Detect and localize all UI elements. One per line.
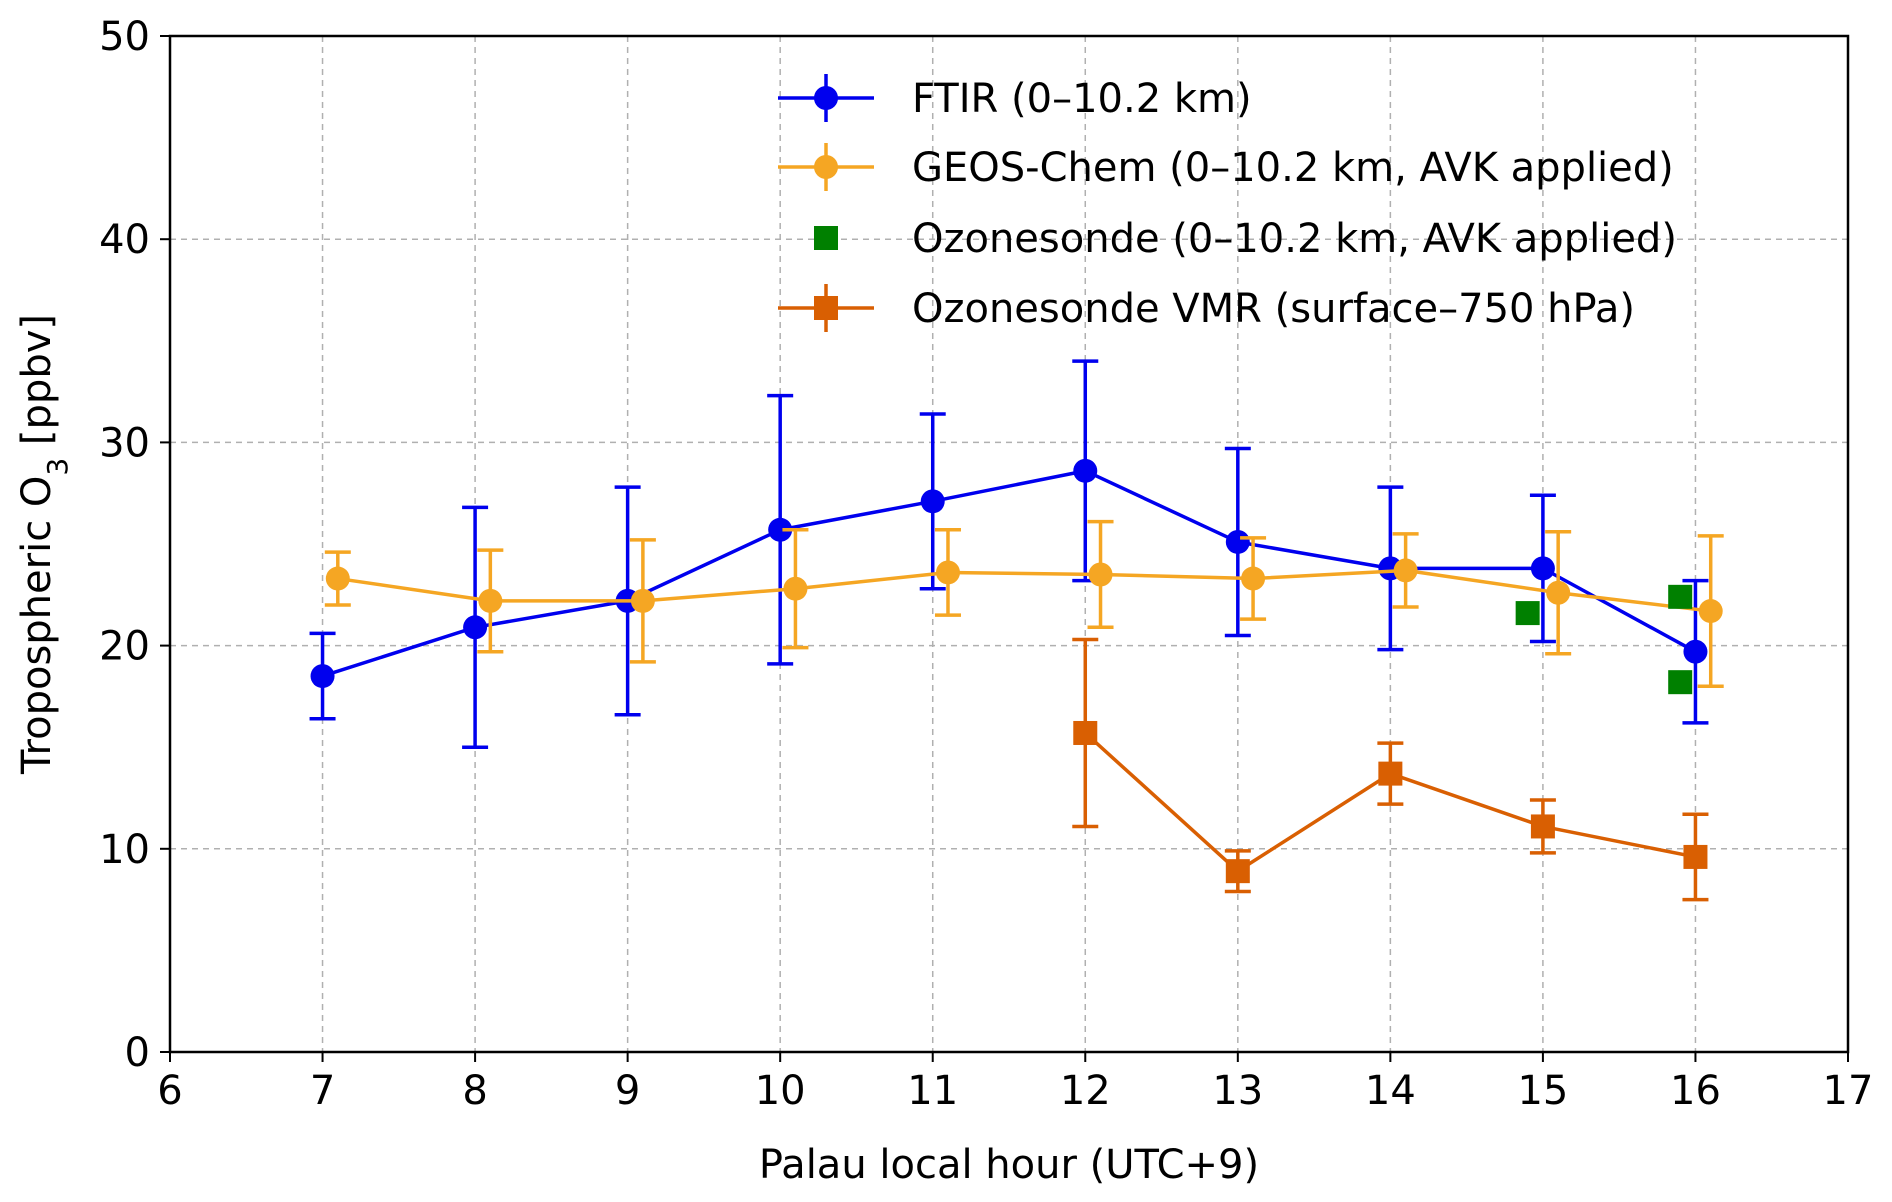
x-tick-label: 12	[1060, 1068, 1111, 1114]
data-point	[1515, 601, 1540, 626]
legend-label: Ozonesonde VMR (surface–750 hPa)	[912, 286, 1635, 332]
legend-marker	[814, 86, 838, 110]
series-line	[337, 568, 1711, 613]
data-point	[1225, 859, 1250, 884]
y-axis-label-subscript: 3	[41, 458, 74, 476]
x-tick-label: 11	[907, 1068, 958, 1114]
legend-entry-1: GEOS-Chem (0–10.2 km, AVK applied)	[778, 143, 1674, 191]
data-point	[325, 566, 350, 591]
data-point	[310, 664, 335, 689]
data-point	[768, 517, 793, 542]
y-axis-label-unit: [ppbv]	[14, 314, 60, 458]
x-tick-label: 10	[755, 1068, 806, 1114]
series-line	[322, 469, 1697, 678]
legend-entry-3: Ozonesonde VMR (surface–750 hPa)	[778, 284, 1635, 332]
legend-label: GEOS-Chem (0–10.2 km, AVK applied)	[912, 145, 1674, 191]
data-point	[1683, 639, 1708, 664]
y-axis-label: Tropospheric O3 [ppbv]	[14, 314, 74, 775]
x-tick-label: 13	[1212, 1068, 1263, 1114]
legend-label: FTIR (0–10.2 km)	[912, 76, 1252, 122]
data-point	[1073, 458, 1098, 483]
y-tick-label: 40	[99, 217, 150, 263]
legend-marker	[814, 296, 838, 320]
data-point	[1073, 720, 1098, 745]
legend: FTIR (0–10.2 km) GEOS-Chem (0–10.2 km, AV…	[778, 74, 1677, 332]
legend-marker	[814, 226, 838, 250]
data-point	[1378, 761, 1403, 786]
x-tick-label: 16	[1670, 1068, 1721, 1114]
data-point	[1241, 566, 1266, 591]
x-tick-label: 14	[1365, 1068, 1416, 1114]
data-point	[935, 560, 960, 585]
data-point	[1668, 670, 1693, 695]
data-point	[783, 576, 808, 601]
y-axis-label-main: Tropospheric O	[14, 476, 60, 775]
x-axis-label: Palau local hour (UTC+9)	[759, 1142, 1259, 1188]
series-0	[309, 359, 1709, 749]
x-tick-label: 7	[310, 1068, 335, 1114]
data-point	[1546, 580, 1571, 605]
y-tick-label: 0	[125, 1030, 150, 1076]
legend-marker	[814, 155, 838, 179]
y-tick-label: 20	[99, 624, 150, 670]
data-point	[1698, 599, 1723, 624]
x-tick-label: 8	[462, 1068, 487, 1114]
data-point	[1088, 562, 1113, 587]
series-3	[1072, 637, 1709, 902]
series-1	[324, 519, 1724, 688]
y-tick-label: 50	[99, 14, 150, 60]
data-point	[630, 588, 655, 613]
data-point	[463, 615, 488, 640]
data-point	[1530, 556, 1555, 581]
data-point	[1683, 844, 1708, 869]
legend-entry-0: FTIR (0–10.2 km)	[778, 74, 1252, 122]
data-point	[1225, 529, 1250, 554]
data-point	[920, 489, 945, 514]
data-point	[1393, 558, 1418, 583]
data-point	[1668, 584, 1693, 609]
y-tick-label: 10	[99, 827, 150, 873]
data-point	[1530, 814, 1555, 839]
legend-entry-2: Ozonesonde (0–10.2 km, AVK applied)	[814, 216, 1677, 262]
axis-ticks: 6 7 8 9 10 11 12 13 14 15 16 17 0 10 20 30 40 50	[99, 14, 1873, 1114]
x-tick-label: 9	[615, 1068, 640, 1114]
x-tick-label: 15	[1517, 1068, 1568, 1114]
x-tick-label: 17	[1823, 1068, 1874, 1114]
series-2	[1515, 584, 1693, 695]
y-tick-label: 30	[99, 420, 150, 466]
data-point	[478, 588, 503, 613]
series-layer	[309, 359, 1724, 902]
x-tick-label: 6	[157, 1068, 182, 1114]
plot-frame	[168, 34, 1850, 1054]
legend-label: Ozonesonde (0–10.2 km, AVK applied)	[912, 216, 1677, 262]
